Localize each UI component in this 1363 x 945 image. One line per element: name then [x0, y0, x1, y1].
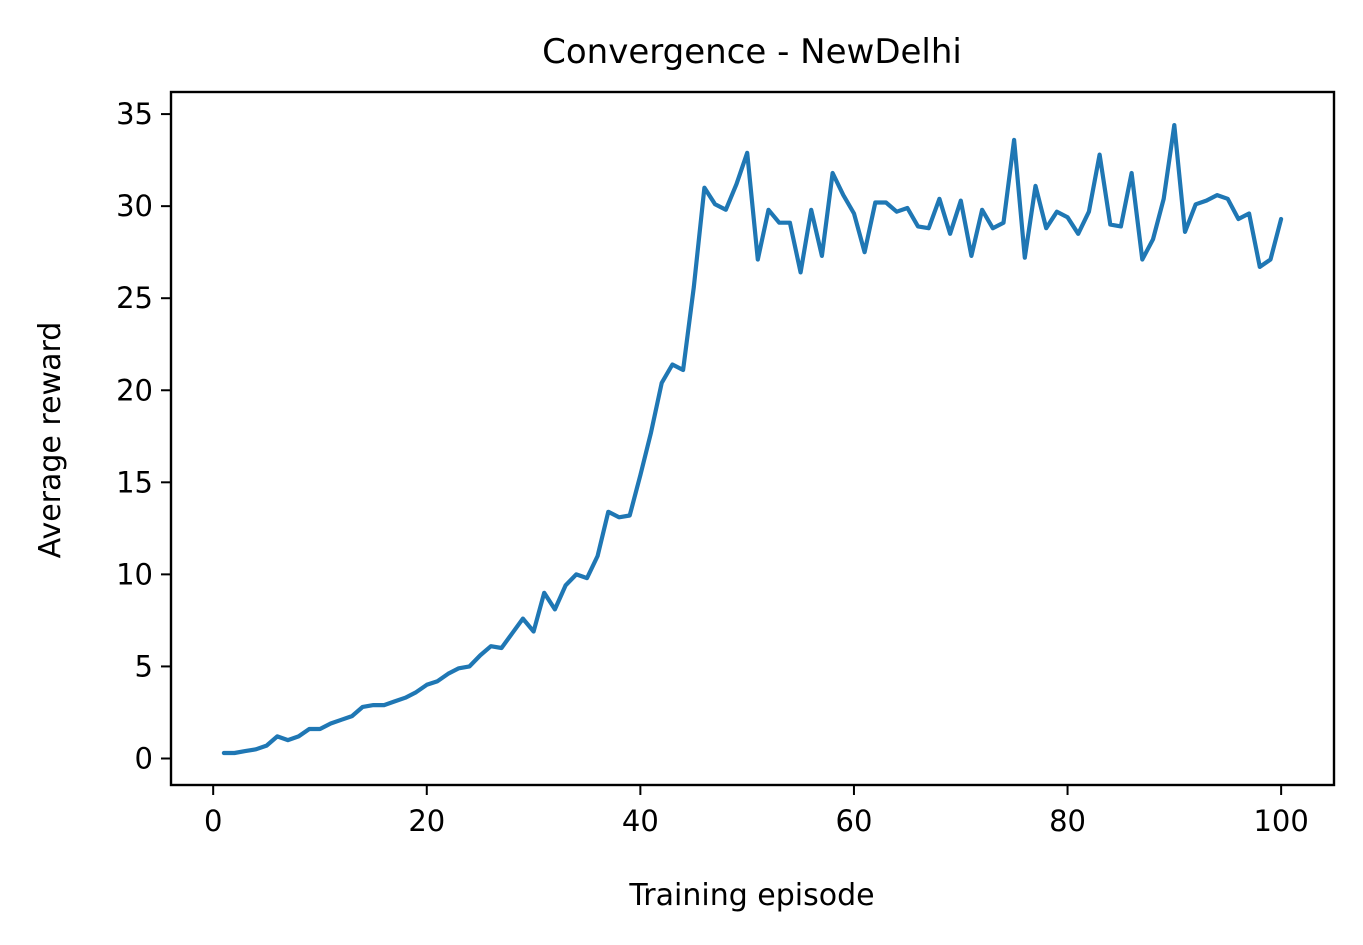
y-tick-label: 15: [116, 465, 153, 499]
x-tick-label: 100: [1253, 804, 1308, 838]
chart-title: Convergence - NewDelhi: [542, 32, 962, 72]
y-tick-label: 25: [116, 281, 153, 315]
y-tick-label: 20: [116, 373, 153, 407]
series-line: [221, 123, 1284, 756]
y-tick-label: 30: [116, 189, 153, 223]
x-tick-label: 60: [836, 804, 873, 838]
y-tick-label: 0: [135, 741, 153, 775]
y-axis: 0 5 10 15 20 25 30 35: [116, 97, 171, 775]
plot-frame: [169, 90, 1336, 787]
y-tick-label: 35: [116, 97, 153, 131]
plot-area: [221, 123, 1284, 756]
y-axis-label: Average reward: [33, 322, 68, 559]
x-axis-label: Training episode: [628, 878, 874, 913]
x-tick-label: 80: [1049, 804, 1086, 838]
x-tick-label: 0: [204, 804, 222, 838]
x-axis: 0 20 40 60 80 100: [204, 785, 1309, 838]
y-tick-label: 5: [135, 649, 153, 683]
x-tick-label: 20: [408, 804, 445, 838]
y-tick-label: 10: [116, 557, 153, 591]
x-tick-label: 40: [622, 804, 659, 838]
